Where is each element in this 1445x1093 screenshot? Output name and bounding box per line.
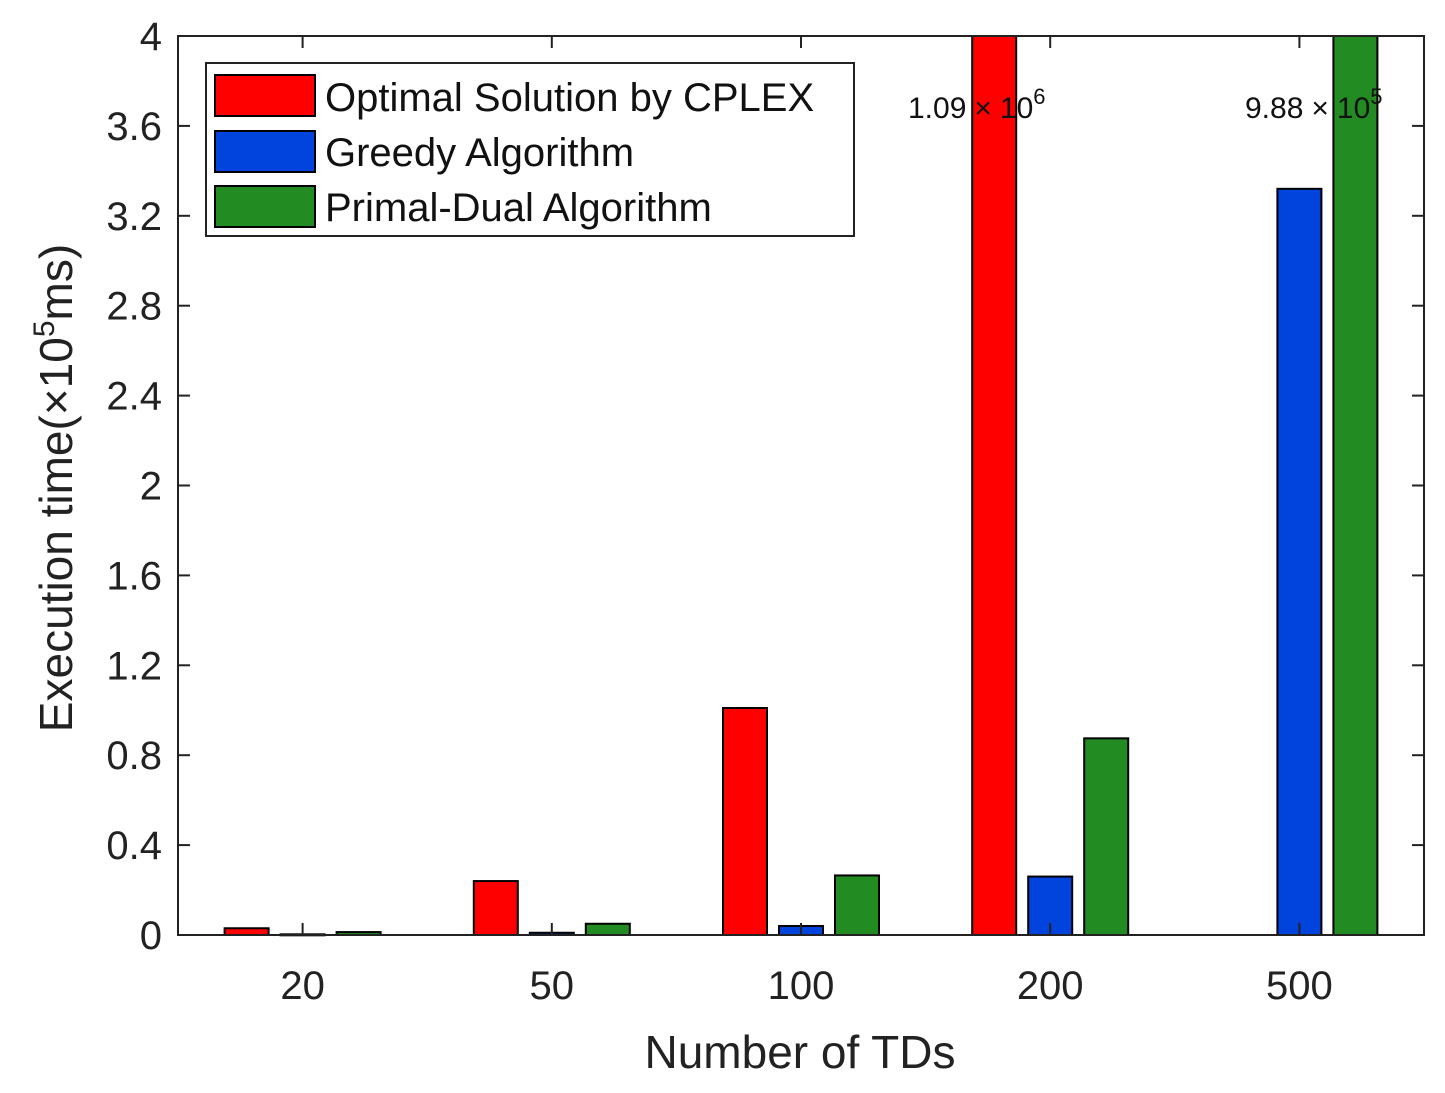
y-tick-label-0: 0	[140, 914, 162, 958]
y-tick-label-1.6: 1.6	[106, 554, 162, 598]
y-axis-title-base: 10	[30, 337, 82, 388]
y-axis-title-unit: ms)	[30, 244, 82, 321]
y-tick-label-0.4: 0.4	[106, 824, 162, 868]
bar-cplex-100	[722, 707, 768, 936]
y-tick-label-3.2: 3.2	[106, 195, 162, 239]
y-axis-title-exp: 5	[28, 320, 61, 337]
y-axis-title-times: ×	[30, 388, 82, 415]
y-tick-label-3.6: 3.6	[106, 105, 162, 149]
bar-cplex-200	[971, 35, 1018, 936]
bar-cplex-20	[223, 927, 270, 937]
y-tick-label-4: 4	[140, 15, 162, 59]
annotation-cplex-200-mantissa: 1.09	[908, 92, 966, 125]
bar-primal-dual-500	[1332, 35, 1379, 936]
y-tick-label-2.4: 2.4	[106, 375, 162, 419]
x-axis-title: Number of TDs	[644, 1026, 955, 1078]
annotation-primal-dual-500-times: ×	[1311, 92, 1329, 125]
x-tick-label-200: 200	[1017, 964, 1084, 1008]
annotation-primal-dual-500-exp: 5	[1370, 84, 1382, 109]
legend-swatch-primal-dual	[214, 185, 316, 228]
legend-label-cplex: Optimal Solution by CPLEX	[325, 76, 814, 120]
annotation-primal-dual-500-mantissa: 9.88	[1245, 92, 1303, 125]
bar-greedy-500	[1276, 187, 1323, 936]
legend-swatch-greedy	[214, 130, 316, 173]
bar-primal-dual-100	[834, 874, 880, 936]
annotation-primal-dual-500: 9.88 × 105	[1245, 84, 1383, 125]
annotation-primal-dual-500-base: 10	[1337, 92, 1370, 125]
legend-label-primal-dual: Primal-Dual Algorithm	[325, 186, 712, 230]
x-tick-label-100: 100	[768, 964, 835, 1008]
bars-group	[223, 35, 1379, 937]
annotation-cplex-200-times: ×	[974, 92, 992, 125]
x-tick-label-50: 50	[530, 964, 575, 1008]
x-tick-label-20: 20	[280, 964, 325, 1008]
y-tick-label-0.8: 0.8	[106, 734, 162, 778]
legend-label-greedy: Greedy Algorithm	[325, 131, 634, 175]
annotation-cplex-200-base: 10	[1000, 92, 1033, 125]
annotation-cplex-200: 1.09 × 106	[908, 84, 1046, 125]
y-tick-label-2.8: 2.8	[106, 285, 162, 329]
axes-group: 0 0.4 0.8 1.2 1.6 2 2.4 2.8 3.2 3.6 4 20 50 100 200 500	[106, 15, 1425, 1008]
y-axis-title-prefix: Execution time(	[30, 415, 82, 733]
y-axis-title: Execution time(×105ms)	[28, 244, 82, 732]
annotation-cplex-200-exp: 6	[1033, 84, 1045, 109]
y-tick-label-2: 2	[140, 465, 162, 509]
legend-swatch-cplex	[214, 74, 316, 117]
bar-cplex-50	[472, 880, 519, 936]
y-tick-label-1.2: 1.2	[106, 644, 162, 688]
x-tick-label-500: 500	[1266, 964, 1333, 1008]
legend: Optimal Solution by CPLEX Greedy Algorit…	[205, 62, 855, 237]
bar-primal-dual-50	[584, 922, 631, 937]
bar-primal-dual-200	[1083, 737, 1130, 936]
